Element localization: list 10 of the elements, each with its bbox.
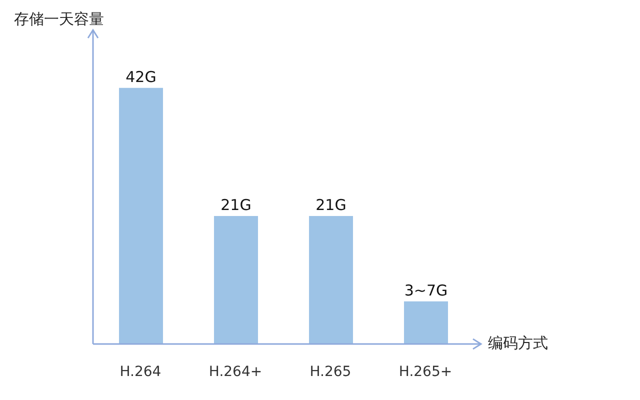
data-label: 21G: [316, 196, 346, 214]
x-tick-label: H.264+: [208, 364, 262, 380]
x-tick-label: H.265: [310, 364, 352, 380]
x-tick-label: H.264: [120, 364, 162, 380]
data-label: 3~7G: [404, 281, 448, 300]
data-label: 42G: [126, 68, 156, 86]
data-label: 21G: [220, 196, 252, 214]
x-axis-title: 编码方式: [488, 334, 548, 353]
y-axis-title: 存储一天容量: [14, 10, 104, 29]
x-tick-label: H.265+: [398, 364, 452, 380]
